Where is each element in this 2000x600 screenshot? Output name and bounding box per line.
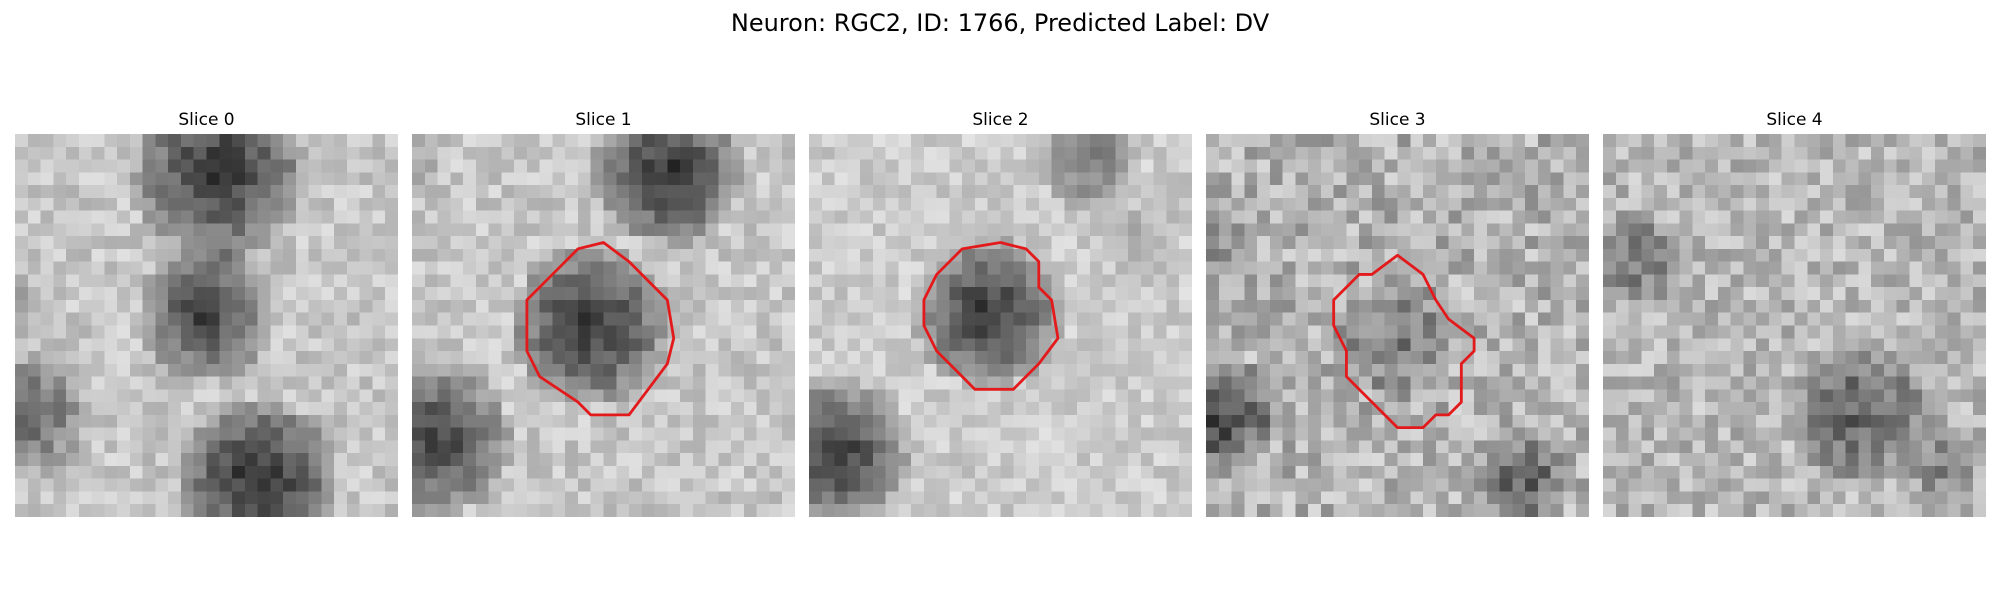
slice-image-2 <box>809 134 1192 517</box>
slice-title-4: Slice 4 <box>1766 110 1823 130</box>
slice-image-3 <box>1206 134 1589 517</box>
slice-2-pixels <box>809 134 1192 517</box>
slice-image-4 <box>1603 134 1986 517</box>
slice-0-pixels <box>15 134 398 517</box>
figure-title: Neuron: RGC2, ID: 1766, Predicted Label:… <box>730 9 1270 37</box>
slice-4-pixels <box>1603 134 1986 517</box>
slice-image-1 <box>412 134 795 517</box>
segmentation-contour-2 <box>922 241 1060 391</box>
slice-1-pixels <box>412 134 795 517</box>
slice-title-3: Slice 3 <box>1369 110 1426 130</box>
slice-title-2: Slice 2 <box>972 110 1029 130</box>
slice-3-pixels <box>1206 134 1589 517</box>
slice-title-0: Slice 0 <box>178 110 235 130</box>
slice-title-1: Slice 1 <box>575 110 632 130</box>
segmentation-contour-3 <box>1332 253 1476 430</box>
slice-image-0 <box>15 134 398 517</box>
segmentation-contour-1 <box>525 241 676 417</box>
